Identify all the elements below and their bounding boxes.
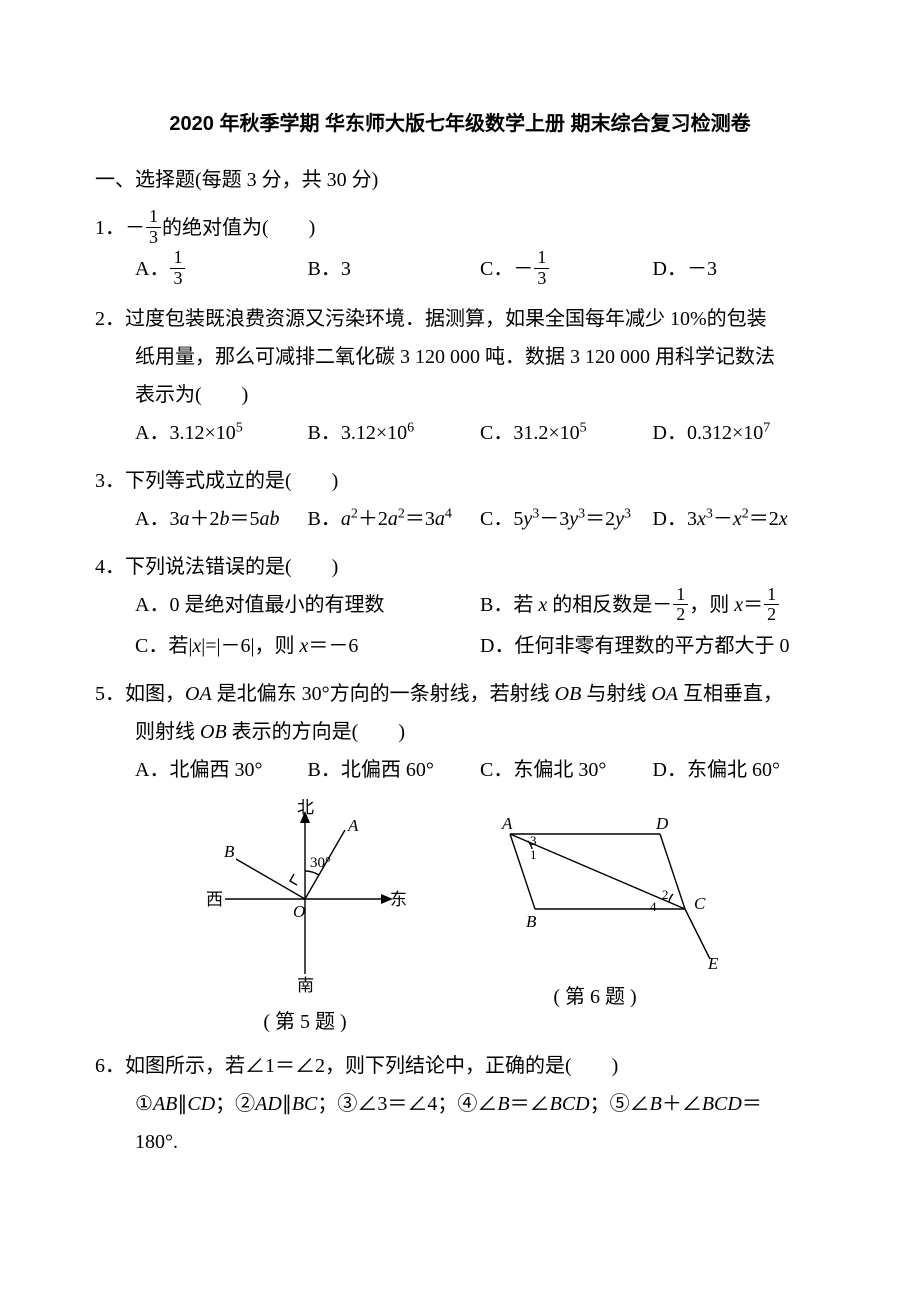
q1-optB: B．3 xyxy=(308,250,481,291)
question-5: 5．如图，OA 是北偏东 30°方向的一条射线，若射线 OB 与射线 OA 互相… xyxy=(95,675,825,789)
label-B6: B xyxy=(526,912,537,931)
q4-optC: C．若|x|=|－6|，则 x＝－6 xyxy=(135,627,480,665)
q2-optD: D．0.312×107 xyxy=(653,414,826,452)
q1-optC: C．－13 xyxy=(480,250,653,291)
figure-q5-caption: ( 第 5 题 ) xyxy=(200,1003,410,1041)
q6-line2: ①AB∥CD；②AD∥BC；③∠3＝∠4；④∠B＝∠BCD；⑤∠B＋∠BCD＝ xyxy=(135,1085,825,1123)
q3-optD: D．3x3－x2＝2x xyxy=(653,500,826,538)
label-D6: D xyxy=(655,814,669,833)
q3-optA: A．3a＋2b＝5ab xyxy=(135,500,308,538)
q3-number: 3． xyxy=(95,470,125,492)
q5-optD: D．东偏北 60° xyxy=(653,751,826,789)
q1-stem-b: 的绝对值为( ) xyxy=(162,217,315,239)
label-C6: C xyxy=(694,894,706,913)
label-ang1: 1 xyxy=(530,847,537,862)
q5-line2: 则射线 OB 表示的方向是( ) xyxy=(135,713,825,751)
question-1: 1．－13的绝对值为( ) A．13 B．3 C．－13 D．－3 xyxy=(95,209,825,290)
q6-number: 6． xyxy=(95,1055,125,1077)
label-angle: 30° xyxy=(310,855,331,871)
label-A: A xyxy=(347,816,359,835)
q1-frac: 13 xyxy=(146,207,161,248)
q4-number: 4． xyxy=(95,556,125,578)
q2-optB: B．3.12×106 xyxy=(308,414,481,452)
q4-options-row1: A．0 是绝对值最小的有理数 B．若 x 的相反数是－12，则 x＝12 xyxy=(135,586,825,627)
figure-q6-caption: ( 第 6 题 ) xyxy=(470,978,720,1016)
q4-optD: D．任何非零有理数的平方都大于 0 xyxy=(480,627,825,665)
q2-line2: 纸用量，那么可减排二氧化碳 3 120 000 吨．数据 3 120 000 用… xyxy=(135,338,825,376)
q2-optC: C．31.2×105 xyxy=(480,414,653,452)
q1-number: 1． xyxy=(95,217,125,239)
figures-row: 北 南 东 西 O A B 30° ( 第 5 题 ) xyxy=(95,799,825,1041)
q3-stem: 下列等式成立的是( ) xyxy=(125,470,338,492)
label-ang3: 3 xyxy=(530,833,537,848)
q2-line3: 表示为( ) xyxy=(135,376,825,414)
q2-options: A．3.12×105 B．3.12×106 C．31.2×105 D．0.312… xyxy=(135,414,825,452)
q2-line1: 过度包装既浪费资源又污染环境．据测算，如果全国每年减少 10%的包装 xyxy=(125,308,767,330)
figure-q5: 北 南 东 西 O A B 30° ( 第 5 题 ) xyxy=(200,799,410,1041)
parallel-lines-diagram-icon: A D C B E 1 3 2 4 xyxy=(470,799,720,974)
q4-optA: A．0 是绝对值最小的有理数 xyxy=(135,586,480,627)
q5-line1: 如图，OA 是北偏东 30°方向的一条射线，若射线 OB 与射线 OA 互相垂直… xyxy=(125,683,783,705)
question-2: 2．过度包装既浪费资源又污染环境．据测算，如果全国每年减少 10%的包装 纸用量… xyxy=(95,300,825,452)
q3-optB: B．a2＋2a2＝3a4 xyxy=(308,500,481,538)
question-6: 6．如图所示，若∠1＝∠2，则下列结论中，正确的是( ) ①AB∥CD；②AD∥… xyxy=(95,1047,825,1161)
q6-stem: 如图所示，若∠1＝∠2，则下列结论中，正确的是( ) xyxy=(125,1055,618,1077)
section-1-heading: 一、选择题(每题 3 分，共 30 分) xyxy=(95,161,825,199)
q1-optA: A．13 xyxy=(135,250,308,291)
label-east: 东 xyxy=(390,890,407,909)
question-3: 3．下列等式成立的是( ) A．3a＋2b＝5ab B．a2＋2a2＝3a4 C… xyxy=(95,462,825,538)
q4-stem: 下列说法错误的是( ) xyxy=(125,556,338,578)
q3-optC: C．5y3－3y3＝2y3 xyxy=(480,500,653,538)
figure-q6: A D C B E 1 3 2 4 ( 第 6 题 ) xyxy=(470,799,720,1041)
label-south: 南 xyxy=(297,976,314,995)
q1-options: A．13 B．3 C．－13 D．－3 xyxy=(135,250,825,291)
q6-line3: 180°. xyxy=(135,1123,825,1161)
q1-optD: D．－3 xyxy=(653,250,826,291)
q5-optB: B．北偏西 60° xyxy=(308,751,481,789)
label-E6: E xyxy=(707,954,719,973)
q2-number: 2． xyxy=(95,308,125,330)
label-west: 西 xyxy=(206,890,223,909)
label-B: B xyxy=(224,842,235,861)
compass-diagram-icon: 北 南 东 西 O A B 30° xyxy=(200,799,410,999)
label-O: O xyxy=(293,902,305,921)
q2-optA: A．3.12×105 xyxy=(135,414,308,452)
q5-optA: A．北偏西 30° xyxy=(135,751,308,789)
q3-options: A．3a＋2b＝5ab B．a2＋2a2＝3a4 C．5y3－3y3＝2y3 D… xyxy=(135,500,825,538)
q5-options: A．北偏西 30° B．北偏西 60° C．东偏北 30° D．东偏北 60° xyxy=(135,751,825,789)
label-ang4: 4 xyxy=(650,899,657,914)
q1-stem-a: － xyxy=(125,217,145,239)
label-ang2: 2 xyxy=(662,887,669,902)
label-A6: A xyxy=(501,814,513,833)
exam-title: 2020 年秋季学期 华东师大版七年级数学上册 期末综合复习检测卷 xyxy=(95,105,825,143)
q4-optB: B．若 x 的相反数是－12，则 x＝12 xyxy=(480,586,825,627)
question-4: 4．下列说法错误的是( ) A．0 是绝对值最小的有理数 B．若 x 的相反数是… xyxy=(95,548,825,665)
q5-number: 5． xyxy=(95,683,125,705)
q5-optC: C．东偏北 30° xyxy=(480,751,653,789)
q4-options-row2: C．若|x|=|－6|，则 x＝－6 D．任何非零有理数的平方都大于 0 xyxy=(135,627,825,665)
label-north: 北 xyxy=(297,799,314,817)
